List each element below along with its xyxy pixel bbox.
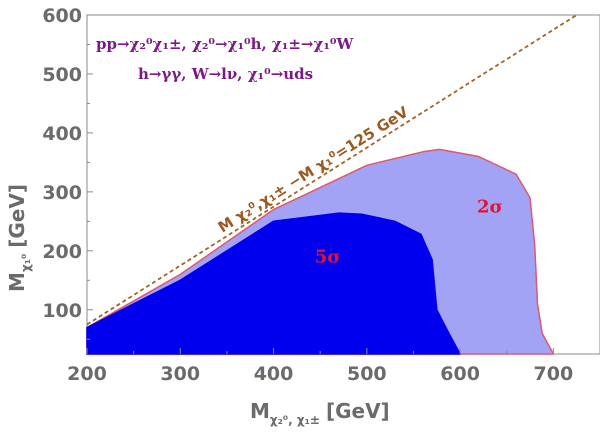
x-tick-label: 400 [254,363,294,385]
y-tick-label: 400 [42,123,82,145]
x-tick-label: 300 [160,363,200,385]
diagonal-line [86,14,578,326]
x-tick-label: 500 [347,363,387,385]
x-axis-label-main: M [250,399,270,423]
y-tick-label: 600 [42,5,82,27]
process-line-2: h→γγ, W→lν, χ₁⁰→uds [138,65,313,83]
x-tick-label: 600 [440,363,480,385]
regions-layer [86,148,555,355]
x-tick-label: 200 [67,363,107,385]
y-axis-label: Mχ₁⁰ [GeV] [5,184,33,292]
y-axis-label-main: M [5,272,29,292]
y-axis-label-unit: [GeV] [5,184,29,248]
five-sigma-label: 5σ [315,247,341,268]
diagonal-layer [86,14,578,326]
ticks-layer: 200 300 400 500 600 700 100 200 300 400 500 600 [42,5,600,385]
y-tick-label: 100 [42,300,82,322]
two-sigma-label: 2σ [477,197,503,218]
x-axis-label: Mχ₂⁰, χ₁± [GeV] [250,399,390,427]
process-line-1: pp→χ₂⁰χ₁±, χ₂⁰→χ₁⁰h, χ₁±→χ₁⁰W [96,35,355,53]
x-axis-label-sub: χ₂⁰, χ₁± [270,413,320,427]
y-tick-label: 200 [42,241,82,263]
x-axis-label-unit: [GeV] [326,399,390,423]
five-sigma-region [86,212,461,355]
y-tick-label: 300 [42,182,82,204]
x-tick-label: 700 [534,363,574,385]
y-tick-label: 500 [42,64,82,86]
y-axis-label-sub: χ₁⁰ [19,254,33,272]
